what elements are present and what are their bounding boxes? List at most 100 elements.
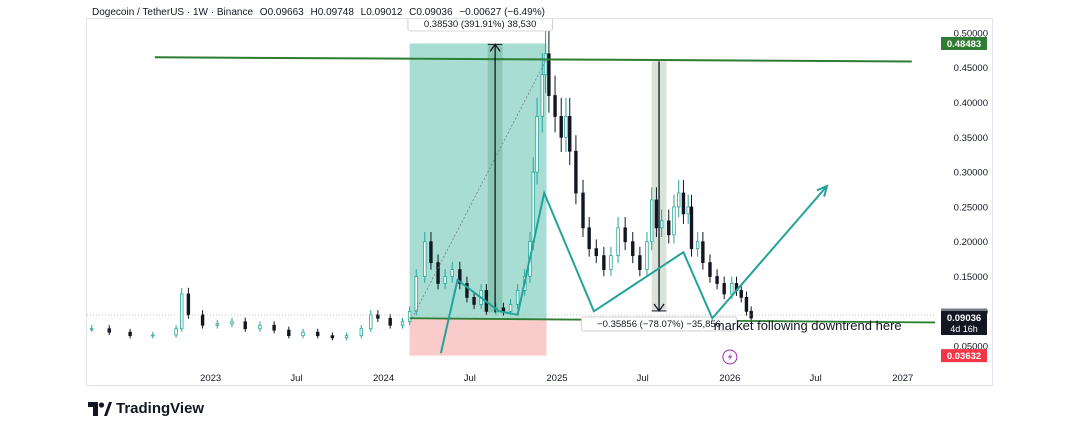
candle-body bbox=[359, 328, 363, 337]
candle-body bbox=[429, 241, 433, 264]
candle-body bbox=[559, 116, 563, 138]
candle-body bbox=[472, 296, 476, 305]
candle-body bbox=[581, 192, 585, 229]
y-tick-label: 0.15000 bbox=[954, 272, 988, 283]
candle-body bbox=[407, 310, 412, 323]
candle-body bbox=[659, 220, 664, 229]
long-position-profit-zone[interactable] bbox=[409, 43, 547, 319]
x-tick-label: 2027 bbox=[892, 373, 913, 384]
candle-body bbox=[330, 335, 335, 339]
tradingview-brand[interactable]: TradingView bbox=[88, 400, 204, 417]
price-range-down-label: −0.35856 (−78.07%) −35,856 bbox=[597, 319, 721, 330]
candle-body bbox=[722, 283, 726, 295]
candle-body bbox=[587, 227, 591, 250]
candle-body bbox=[594, 248, 598, 257]
alert-bolt-icon bbox=[727, 353, 733, 361]
candle-body bbox=[272, 324, 276, 331]
y-tick-label: 0.20000 bbox=[954, 237, 988, 248]
candle-body bbox=[458, 269, 462, 284]
candle-body bbox=[443, 276, 447, 284]
price-badge-last-text: 0.09036 bbox=[947, 313, 981, 324]
candle-body bbox=[701, 241, 705, 264]
candle-body bbox=[689, 206, 694, 250]
candle-body bbox=[715, 276, 719, 284]
y-tick-label: 0.50000 bbox=[954, 28, 988, 39]
candle-body bbox=[436, 262, 440, 284]
candle-body bbox=[650, 199, 654, 243]
candle-body bbox=[230, 321, 234, 325]
candle-body bbox=[287, 329, 291, 337]
legend-change: −0.00627 (−6.49%) bbox=[459, 7, 545, 18]
candle-body bbox=[369, 314, 373, 330]
candle-body bbox=[423, 241, 427, 277]
candle-body bbox=[609, 255, 613, 270]
candle-body bbox=[654, 199, 659, 229]
y-tick-label: 0.35000 bbox=[954, 133, 988, 144]
candle-body bbox=[376, 314, 380, 319]
y-tick-label: 0.30000 bbox=[954, 168, 988, 179]
candle-body bbox=[739, 290, 743, 298]
candle-body bbox=[616, 227, 620, 257]
candle-body bbox=[186, 293, 191, 316]
x-tick-label: Jul bbox=[810, 373, 822, 384]
candle-body bbox=[180, 293, 184, 330]
candle-body bbox=[243, 321, 247, 330]
candle-body bbox=[695, 241, 700, 250]
candle-body bbox=[730, 283, 734, 295]
brand-name: TradingView bbox=[116, 400, 205, 417]
legend-pair[interactable]: Dogecoin / TetherUS · 1W · Binance bbox=[92, 7, 254, 18]
x-tick-label: 2026 bbox=[719, 373, 740, 384]
legend-low: L0.09012 bbox=[360, 7, 403, 18]
candle-body bbox=[258, 324, 262, 330]
x-tick-label: Jul bbox=[290, 373, 302, 384]
candle-body bbox=[677, 192, 681, 208]
legend-close: C0.09036 bbox=[409, 7, 453, 18]
projection-arrow-head bbox=[816, 184, 829, 197]
candle-body bbox=[465, 283, 469, 298]
candle-body bbox=[316, 331, 320, 337]
candle-body bbox=[543, 53, 548, 76]
alert-icon[interactable] bbox=[722, 349, 738, 365]
candle-body bbox=[151, 334, 155, 337]
candle-body bbox=[553, 95, 557, 117]
long-position-loss-zone[interactable] bbox=[409, 318, 547, 356]
y-tick-label: 0.45000 bbox=[954, 63, 988, 74]
x-tick-label: 2025 bbox=[546, 373, 567, 384]
candle-body bbox=[508, 303, 513, 312]
candle-body bbox=[90, 328, 94, 331]
candle-body bbox=[344, 335, 349, 339]
candle-body bbox=[708, 262, 712, 277]
dotted-trend-line[interactable] bbox=[411, 60, 546, 319]
price-chart[interactable]: 0.38530 (391.91%) 38,530 −0.35856 (−78.07… bbox=[87, 19, 993, 386]
candle-body bbox=[400, 321, 405, 326]
candle-body bbox=[574, 150, 578, 194]
projection-path[interactable] bbox=[439, 185, 828, 354]
bar-countdown-text: 4d 16h bbox=[950, 324, 978, 334]
price-badge-stop bbox=[941, 349, 987, 363]
annotation-text: market following downtrend here bbox=[714, 318, 902, 333]
candle-body bbox=[686, 206, 690, 215]
x-tick-label: Jul bbox=[464, 373, 476, 384]
x-tick-label: Jul bbox=[637, 373, 649, 384]
resistance-line[interactable] bbox=[154, 56, 912, 63]
chart-frame[interactable]: 0.38530 (391.91%) 38,530 −0.35856 (−78.07… bbox=[86, 18, 993, 386]
price-range-down-label-box bbox=[580, 316, 738, 332]
candle-body bbox=[388, 317, 392, 326]
candle-body bbox=[501, 307, 506, 312]
candle-body bbox=[744, 296, 749, 312]
y-tick-label: 0.25000 bbox=[954, 202, 988, 213]
price-badge-target bbox=[941, 36, 987, 50]
tradingview-logo-icon bbox=[88, 401, 112, 416]
candle-body bbox=[515, 290, 520, 305]
candle-body bbox=[681, 192, 686, 215]
candle-body bbox=[672, 206, 676, 236]
y-tick-label: 0.05000 bbox=[954, 342, 988, 353]
candle-body bbox=[107, 328, 111, 333]
candle-body bbox=[450, 269, 454, 277]
price-badge-target-text: 0.48483 bbox=[947, 39, 981, 50]
x-tick-label: 2023 bbox=[200, 373, 221, 384]
candle-body bbox=[568, 116, 572, 152]
candle-body bbox=[547, 53, 551, 96]
candle-body bbox=[667, 220, 671, 236]
x-tick-label: 2024 bbox=[373, 373, 394, 384]
